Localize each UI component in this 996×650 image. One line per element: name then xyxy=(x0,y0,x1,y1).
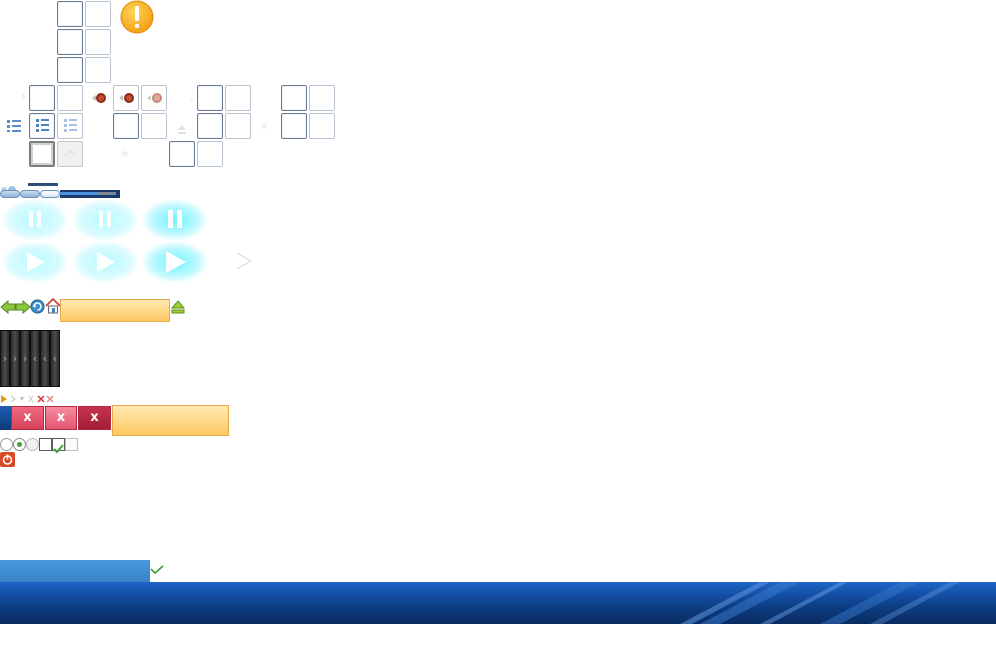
chevron-right-icon: › xyxy=(2,352,8,365)
grid-button-r3c1[interactable] xyxy=(57,57,83,83)
exclamation-warning-icon xyxy=(120,0,156,36)
play-button-normal[interactable] xyxy=(3,242,67,282)
radio-disabled[interactable] xyxy=(26,438,39,451)
close-button-pressed[interactable]: x xyxy=(78,406,111,430)
pill-button-2[interactable] xyxy=(20,190,40,198)
scroll-strip-5[interactable]: ‹ xyxy=(40,330,50,387)
pill-button-3[interactable] xyxy=(40,190,60,198)
radio-checked[interactable] xyxy=(13,438,26,451)
tiny-icons-strip xyxy=(10,389,56,403)
checkmark-icon xyxy=(53,444,64,454)
taskbar-swoosh xyxy=(680,582,960,624)
chevron-right-icon: › xyxy=(22,352,28,365)
scroll-strip-2[interactable]: › xyxy=(10,330,20,387)
chevron-faint-icon: › xyxy=(190,96,194,106)
power-icon[interactable] xyxy=(0,452,15,467)
scroll-strip-4[interactable]: ‹ xyxy=(30,330,40,387)
grid-button-r1c1[interactable] xyxy=(57,1,83,27)
eject-icon[interactable] xyxy=(170,299,186,315)
address-bar[interactable] xyxy=(60,299,170,322)
chevron-small-icon: › xyxy=(22,92,26,102)
record-button-active[interactable] xyxy=(113,85,139,111)
grid-button-r6c3[interactable] xyxy=(169,141,195,167)
grid-button-r5c9[interactable] xyxy=(309,113,335,139)
stop-button-disabled[interactable] xyxy=(57,141,83,167)
list-view-button-hover[interactable] xyxy=(57,113,83,139)
eject-faint-icon xyxy=(176,120,188,134)
list-view-button-active[interactable] xyxy=(29,113,55,139)
pause-button-pressed[interactable] xyxy=(143,200,207,240)
checkbox-unchecked[interactable] xyxy=(39,438,52,451)
grid-button-r2c1[interactable] xyxy=(57,29,83,55)
home-icon[interactable] xyxy=(45,297,61,314)
grid-button-r3c2[interactable] xyxy=(85,57,111,83)
star-faint-icon: ★ xyxy=(120,147,130,160)
grid-button-r5c6[interactable] xyxy=(197,113,223,139)
caret-right-icon[interactable] xyxy=(0,389,8,403)
scroll-strip-6[interactable]: ‹ xyxy=(50,330,60,387)
refresh-icon[interactable] xyxy=(30,299,45,314)
taskbar xyxy=(0,582,996,624)
pause-button-hover[interactable] xyxy=(73,200,137,240)
list-view-icon[interactable] xyxy=(6,118,22,132)
chevron-left-icon: ‹ xyxy=(32,352,38,365)
grid-button-r4c2[interactable] xyxy=(57,85,83,111)
slider-track xyxy=(28,183,58,186)
play-button-hover[interactable] xyxy=(73,242,137,282)
grid-button-r5c4[interactable] xyxy=(113,113,139,139)
pause-button-normal[interactable] xyxy=(3,200,67,240)
grid-button-r1c2[interactable] xyxy=(85,1,111,27)
pill-button-1[interactable] xyxy=(0,190,20,198)
chevron-left-icon: ‹ xyxy=(52,352,58,365)
close-button-hover[interactable]: x xyxy=(45,406,77,430)
dark-blue-edge xyxy=(0,406,12,430)
status-label-bar xyxy=(0,560,150,582)
chevron-right-icon: › xyxy=(12,352,18,365)
checkbox-checked[interactable] xyxy=(52,438,65,454)
progress-bar xyxy=(60,190,120,198)
close-faint-icon: × xyxy=(260,121,269,132)
grid-button-r2c2[interactable] xyxy=(85,29,111,55)
grid-button-r4c7[interactable] xyxy=(281,85,307,111)
radio-unchecked[interactable] xyxy=(0,438,13,451)
record-button-hover[interactable] xyxy=(141,85,167,111)
stop-button-pressed[interactable] xyxy=(29,141,55,167)
close-button-normal[interactable]: x xyxy=(11,406,44,430)
checkmark-icon xyxy=(150,560,164,575)
highlight-bar xyxy=(112,405,229,436)
grid-button-r4c8[interactable] xyxy=(309,85,335,111)
play-outline-icon xyxy=(234,250,254,272)
slider-knob-icon[interactable] xyxy=(0,180,18,194)
grid-button-r4c1[interactable] xyxy=(29,85,55,111)
grid-button-r5c5[interactable] xyxy=(141,113,167,139)
grid-button-r4c5[interactable] xyxy=(197,85,223,111)
chevron-left-icon: ‹ xyxy=(42,352,48,365)
checkbox-disabled[interactable] xyxy=(65,438,78,451)
record-icon[interactable] xyxy=(90,90,108,106)
arrow-right-icon[interactable] xyxy=(15,299,31,315)
grid-button-r4c6[interactable] xyxy=(225,85,251,111)
grid-button-r5c7[interactable] xyxy=(225,113,251,139)
grid-button-r5c8[interactable] xyxy=(281,113,307,139)
grid-button-r6c4[interactable] xyxy=(197,141,223,167)
scroll-strip-1[interactable]: › xyxy=(0,330,10,387)
scroll-strip-3[interactable]: › xyxy=(20,330,30,387)
play-button-pressed[interactable] xyxy=(143,242,207,282)
arrow-left-icon[interactable] xyxy=(0,299,16,315)
